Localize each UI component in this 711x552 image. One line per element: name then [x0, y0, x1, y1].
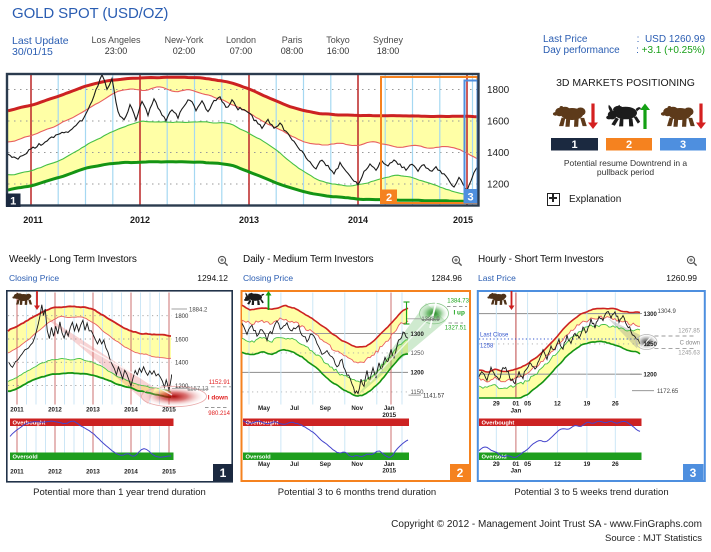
svg-text:Sep: Sep — [320, 405, 332, 412]
svg-text:2015: 2015 — [162, 469, 176, 476]
svg-text:Overbought: Overbought — [246, 420, 279, 426]
svg-text:1300: 1300 — [644, 312, 658, 318]
svg-text:1157.13: 1157.13 — [187, 387, 209, 393]
svg-text:29: 29 — [493, 401, 500, 408]
svg-text:Jul: Jul — [290, 461, 299, 468]
svg-text:Jan: Jan — [511, 408, 522, 415]
svg-text:1250: 1250 — [411, 351, 425, 357]
svg-text:C down: C down — [680, 340, 700, 346]
svg-text:1327.51: 1327.51 — [445, 326, 467, 332]
svg-text:Overbought: Overbought — [13, 420, 46, 426]
svg-text:1200: 1200 — [644, 373, 658, 379]
svg-text:Jan: Jan — [384, 405, 395, 412]
svg-text:1400: 1400 — [175, 361, 189, 367]
svg-text:2015: 2015 — [453, 215, 473, 225]
svg-text:1245.63: 1245.63 — [678, 351, 700, 357]
svg-text:1150: 1150 — [411, 390, 425, 396]
svg-text:1388.9: 1388.9 — [421, 317, 440, 323]
svg-text:I down: I down — [208, 395, 228, 402]
svg-text:26: 26 — [612, 401, 619, 408]
svg-text:I up: I up — [454, 310, 465, 317]
svg-text:2011: 2011 — [10, 469, 24, 476]
svg-text:1200: 1200 — [411, 371, 425, 377]
svg-text:2: 2 — [386, 192, 392, 204]
svg-text:Last Close: Last Close — [480, 333, 509, 339]
svg-text:Jan: Jan — [384, 461, 395, 468]
svg-text:2012: 2012 — [48, 469, 62, 476]
svg-text:1600: 1600 — [487, 117, 510, 128]
svg-text:2015: 2015 — [382, 467, 396, 474]
svg-text:2015: 2015 — [162, 407, 176, 414]
svg-text:Nov: Nov — [351, 405, 363, 412]
svg-text:1: 1 — [10, 195, 16, 207]
svg-text:1152.91: 1152.91 — [209, 380, 231, 386]
svg-text:1: 1 — [571, 139, 577, 151]
svg-text:Oversold: Oversold — [246, 454, 272, 460]
svg-text:3: 3 — [680, 139, 686, 151]
svg-text:01: 01 — [512, 461, 519, 468]
svg-text:1267.85: 1267.85 — [678, 329, 700, 335]
svg-text:1250: 1250 — [644, 342, 658, 348]
svg-text:19: 19 — [583, 401, 590, 408]
svg-text:1258: 1258 — [480, 344, 494, 350]
svg-text:2013: 2013 — [86, 469, 100, 476]
svg-text:2014: 2014 — [348, 215, 368, 225]
svg-text:2: 2 — [626, 139, 632, 151]
svg-text:1884.2: 1884.2 — [189, 307, 208, 313]
svg-text:2012: 2012 — [48, 407, 62, 414]
svg-text:2: 2 — [457, 466, 464, 480]
svg-text:1: 1 — [220, 466, 227, 480]
svg-text:Nov: Nov — [351, 461, 363, 468]
svg-text:1800: 1800 — [175, 314, 189, 320]
svg-text:19: 19 — [583, 461, 590, 468]
svg-text:2011: 2011 — [23, 215, 43, 225]
svg-text:May: May — [258, 461, 271, 468]
svg-text:1200: 1200 — [175, 384, 189, 390]
svg-text:2013: 2013 — [239, 215, 259, 225]
svg-text:Overbought: Overbought — [482, 420, 515, 426]
svg-text:2014: 2014 — [124, 407, 138, 414]
svg-text:2012: 2012 — [130, 215, 150, 225]
svg-text:1384.73: 1384.73 — [447, 299, 469, 305]
svg-text:1172.65: 1172.65 — [657, 389, 679, 395]
svg-text:1800: 1800 — [487, 85, 510, 96]
svg-text:1400: 1400 — [487, 148, 510, 159]
svg-text:3: 3 — [467, 191, 473, 203]
svg-text:Sep: Sep — [320, 461, 332, 468]
svg-text:1600: 1600 — [175, 337, 189, 343]
svg-text:1200: 1200 — [487, 180, 510, 191]
svg-text:29: 29 — [493, 461, 500, 468]
svg-text:Oversold: Oversold — [482, 454, 508, 460]
svg-text:05: 05 — [524, 401, 531, 408]
svg-text:Oversold: Oversold — [13, 454, 39, 460]
svg-text:May: May — [258, 405, 271, 412]
svg-text:26: 26 — [612, 461, 619, 468]
svg-text:05: 05 — [524, 461, 531, 468]
svg-text:3: 3 — [690, 466, 697, 480]
svg-text:980.214: 980.214 — [208, 411, 230, 417]
svg-text:2015: 2015 — [382, 412, 396, 419]
svg-text:2014: 2014 — [124, 469, 138, 476]
svg-text:2011: 2011 — [10, 407, 24, 414]
svg-text:12: 12 — [554, 401, 561, 408]
svg-text:Jul: Jul — [290, 405, 299, 412]
svg-text:1141.57: 1141.57 — [423, 393, 445, 399]
svg-text:Jan: Jan — [511, 467, 522, 474]
svg-text:01: 01 — [512, 401, 519, 408]
svg-text:2013: 2013 — [86, 407, 100, 414]
svg-text:1304.9: 1304.9 — [658, 309, 677, 315]
svg-text:12: 12 — [554, 461, 561, 468]
svg-text:1300: 1300 — [411, 332, 425, 338]
